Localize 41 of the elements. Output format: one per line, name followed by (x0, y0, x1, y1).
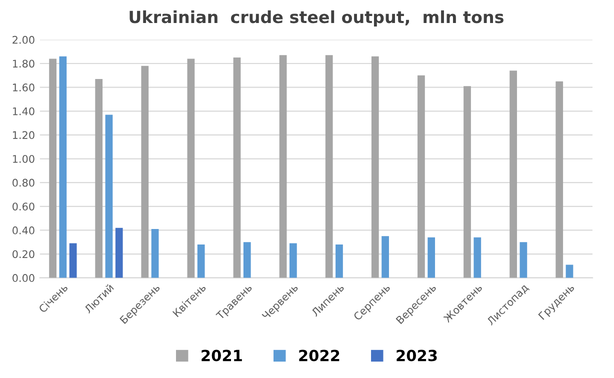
bar (95, 78, 103, 278)
bar (49, 58, 56, 278)
y-tick-label: 1.20 (13, 131, 34, 140)
bar (428, 237, 436, 278)
bar (59, 56, 67, 278)
bar (290, 243, 297, 278)
bar (187, 58, 195, 278)
legend-label: 2022 (299, 350, 340, 362)
bar (474, 237, 482, 278)
y-tick-label: 0.80 (12, 178, 34, 187)
bar (556, 81, 564, 278)
bar (141, 66, 149, 278)
y-tick-label: 0.20 (12, 250, 34, 258)
bar (151, 229, 159, 278)
bar (279, 55, 287, 278)
bar (464, 86, 471, 278)
bar (382, 236, 389, 278)
bar (371, 56, 379, 278)
bar (115, 228, 123, 278)
bar (418, 75, 425, 278)
bar (69, 243, 77, 278)
y-tick-label: 2.00 (12, 36, 34, 44)
y-tick-label: 1.40 (13, 107, 34, 116)
y-tick-label: 1.80 (13, 60, 34, 68)
y-tick-label: 0.60 (12, 202, 34, 210)
legend-label: 2021 (202, 350, 242, 362)
bar (197, 244, 205, 278)
bar (336, 244, 343, 278)
bar (325, 55, 333, 278)
legend-label: 2023 (396, 350, 437, 362)
y-tick-label: 0.40 (12, 226, 34, 234)
y-tick-label: 1.60 (13, 84, 34, 92)
bar (510, 70, 517, 278)
bar (566, 264, 574, 278)
bar (243, 242, 251, 278)
bar (105, 114, 113, 278)
chart-title: Ukrainian crude steel output, mln tons (130, 10, 504, 26)
bar (520, 242, 528, 278)
y-tick-label: 0.00 (12, 274, 34, 282)
y-tick-label: 1.00 (13, 154, 34, 163)
bar (233, 58, 241, 278)
